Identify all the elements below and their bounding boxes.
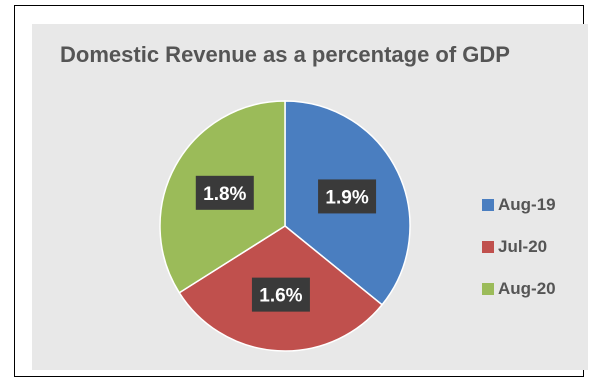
data-label-box: [251, 277, 310, 312]
legend-swatch-aug-19: [482, 199, 494, 211]
legend-label-aug-20: Aug-20: [498, 279, 556, 298]
data-label-text: 1.6%: [259, 286, 302, 307]
data-label-aug-20: 1.8%: [195, 175, 254, 210]
legend-item-aug-19: Aug-19: [482, 184, 556, 226]
data-label-box: [318, 179, 377, 214]
legend-item-jul-20: Jul-20: [482, 226, 556, 268]
legend-item-aug-20: Aug-20: [482, 268, 556, 310]
data-label-text: 1.9%: [325, 187, 368, 208]
data-label-aug-19: 1.9%: [318, 179, 377, 214]
data-label-box: [195, 175, 254, 210]
data-label-jul-20: 1.6%: [251, 277, 310, 312]
legend-label-aug-19: Aug-19: [498, 195, 556, 214]
legend-label-jul-20: Jul-20: [498, 237, 548, 256]
chart-title: Domestic Revenue as a percentage of GDP: [60, 42, 510, 67]
legend-swatch-aug-20: [482, 283, 494, 295]
data-label-text: 1.8%: [203, 184, 246, 205]
legend-swatch-jul-20: [482, 241, 494, 253]
legend: Aug-19 Jul-20 Aug-20: [482, 184, 556, 310]
